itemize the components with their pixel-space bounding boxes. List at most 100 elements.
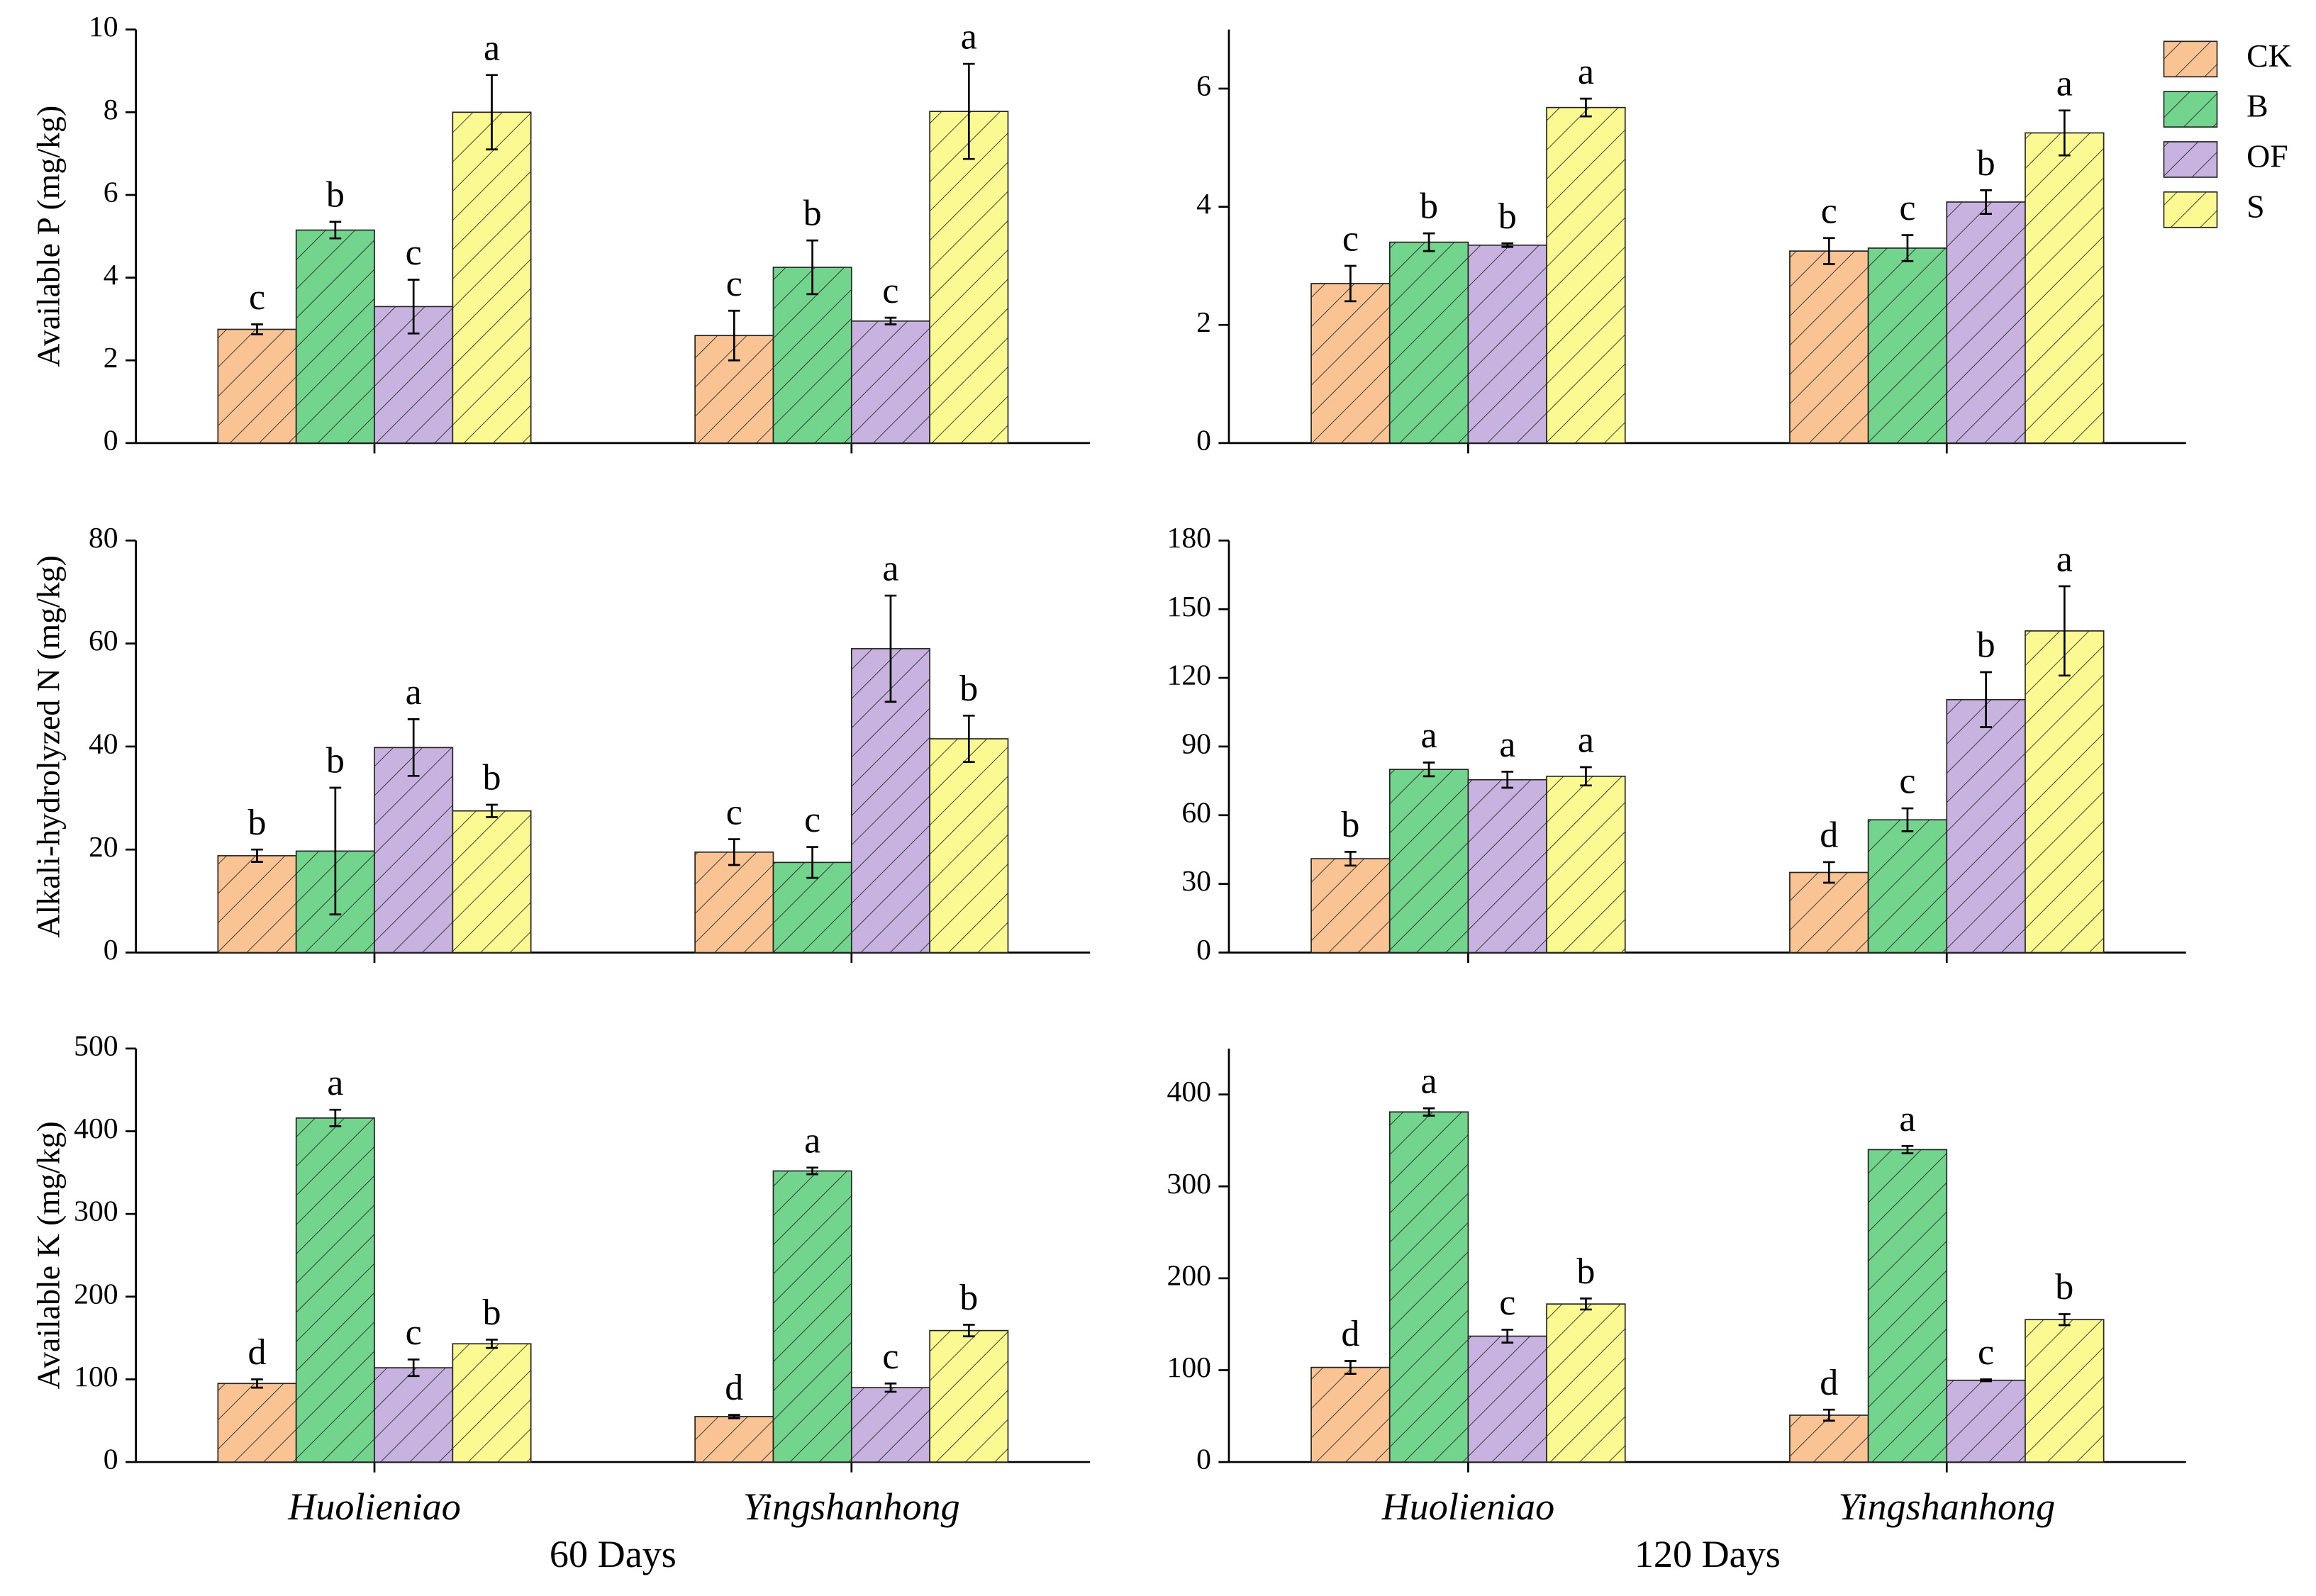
bar bbox=[1789, 871, 1869, 954]
y-tick-label: 4 bbox=[104, 259, 118, 291]
bar bbox=[1546, 106, 1626, 444]
bar bbox=[1789, 250, 1869, 444]
bar bbox=[1388, 241, 1469, 444]
legend-swatch bbox=[2163, 141, 2218, 178]
bar bbox=[850, 1387, 930, 1463]
bar bbox=[1467, 244, 1547, 444]
error-bar bbox=[884, 1382, 897, 1393]
significance-letter: b bbox=[326, 174, 345, 215]
significance-letter: b bbox=[1977, 625, 1995, 666]
error-bar bbox=[728, 309, 740, 362]
significance-letter: b bbox=[483, 1293, 501, 1333]
error-bar bbox=[1423, 761, 1435, 778]
x-tick-label: Huolieniao bbox=[1381, 1485, 1555, 1528]
significance-letter: d bbox=[247, 1332, 266, 1373]
y-axis-label: Alkali-hydrolyzed N (mg/kg) bbox=[30, 555, 66, 937]
significance-letter: c bbox=[882, 271, 898, 311]
significance-letter: b bbox=[959, 1278, 978, 1318]
bar bbox=[374, 1367, 454, 1463]
error-bar bbox=[962, 1324, 975, 1338]
bar bbox=[850, 320, 930, 444]
error-bar bbox=[1344, 1360, 1357, 1375]
error-bar bbox=[1980, 189, 1992, 215]
bar bbox=[1467, 779, 1547, 954]
y-tick-label: 150 bbox=[1167, 591, 1211, 623]
bar bbox=[1946, 201, 2026, 444]
error-bar bbox=[1580, 97, 1592, 118]
bar bbox=[1867, 247, 1948, 444]
y-tick-label: 0 bbox=[104, 934, 118, 966]
bar bbox=[1546, 776, 1626, 954]
error-bar bbox=[407, 279, 420, 335]
error-bar bbox=[1423, 232, 1435, 252]
bar bbox=[1789, 1414, 1869, 1463]
bar bbox=[452, 111, 532, 444]
significance-letter: b bbox=[326, 741, 345, 781]
bar bbox=[929, 738, 1009, 954]
significance-letter: d bbox=[725, 1368, 743, 1408]
significance-letter: b bbox=[803, 194, 822, 234]
y-tick-label: 200 bbox=[74, 1278, 118, 1310]
significance-letter: c bbox=[1899, 761, 1915, 802]
significance-letter: c bbox=[882, 1336, 898, 1377]
y-tick-label: 500 bbox=[74, 1029, 118, 1062]
bar bbox=[1867, 819, 1948, 954]
significance-letter: a bbox=[406, 672, 422, 713]
significance-letter: a bbox=[1578, 52, 1594, 92]
significance-letter: c bbox=[1499, 1283, 1515, 1323]
significance-letter: b bbox=[1420, 186, 1438, 227]
bar bbox=[1388, 769, 1469, 954]
y-tick-label: 300 bbox=[74, 1195, 118, 1228]
bar bbox=[929, 111, 1009, 444]
significance-letter: a bbox=[1421, 1061, 1437, 1102]
bar bbox=[694, 851, 774, 954]
significance-letter: b bbox=[2055, 1267, 2073, 1307]
y-tick-label: 100 bbox=[74, 1361, 118, 1393]
significance-letter: b bbox=[1341, 805, 1359, 845]
error-bar bbox=[2058, 1313, 2071, 1327]
error-bar bbox=[884, 594, 897, 703]
y-tick-label: 2 bbox=[1196, 306, 1211, 339]
y-tick-label: 30 bbox=[1181, 865, 1211, 898]
y-tick-label: 0 bbox=[1196, 934, 1211, 966]
significance-letter: a bbox=[1578, 720, 1594, 761]
y-tick-label: 60 bbox=[89, 625, 118, 657]
significance-letter: a bbox=[2056, 540, 2073, 580]
significance-letter: b bbox=[247, 803, 266, 843]
significance-letter: a bbox=[882, 549, 898, 589]
bar bbox=[374, 747, 454, 954]
bar bbox=[2025, 630, 2105, 954]
error-bar bbox=[1901, 1144, 1914, 1154]
bar bbox=[2025, 1319, 2105, 1463]
error-bar bbox=[1822, 1408, 1835, 1422]
significance-letter: b bbox=[1977, 143, 1995, 184]
y-tick-label: 40 bbox=[89, 727, 118, 760]
significance-letter: c bbox=[1899, 188, 1915, 228]
error-bar bbox=[251, 1378, 263, 1389]
x-axis-label: 120 Days bbox=[1635, 1533, 1781, 1575]
bar bbox=[1946, 698, 2026, 954]
bar bbox=[694, 1416, 774, 1463]
y-tick-label: 0 bbox=[104, 424, 118, 457]
y-tick-label: 20 bbox=[89, 831, 118, 864]
significance-letter: d bbox=[1820, 815, 1838, 856]
error-bar bbox=[1501, 242, 1514, 248]
y-tick-label: 10 bbox=[89, 11, 118, 43]
significance-letter: b bbox=[1498, 196, 1517, 237]
error-bar bbox=[486, 1339, 498, 1349]
error-bar bbox=[1580, 766, 1592, 787]
y-tick-label: 400 bbox=[74, 1112, 118, 1145]
error-bar bbox=[728, 1414, 740, 1419]
error-bar bbox=[486, 74, 498, 151]
significance-letter: c bbox=[249, 277, 265, 318]
error-bar bbox=[251, 848, 263, 863]
significance-letter: b bbox=[959, 669, 978, 709]
error-bar bbox=[1980, 1378, 1992, 1383]
y-tick-label: 90 bbox=[1181, 727, 1211, 760]
error-bar bbox=[1822, 237, 1835, 265]
bar bbox=[295, 1117, 375, 1463]
bar bbox=[217, 328, 297, 444]
error-bar bbox=[1423, 1107, 1435, 1117]
bar bbox=[1867, 1149, 1948, 1463]
legend-swatch bbox=[2163, 91, 2218, 128]
